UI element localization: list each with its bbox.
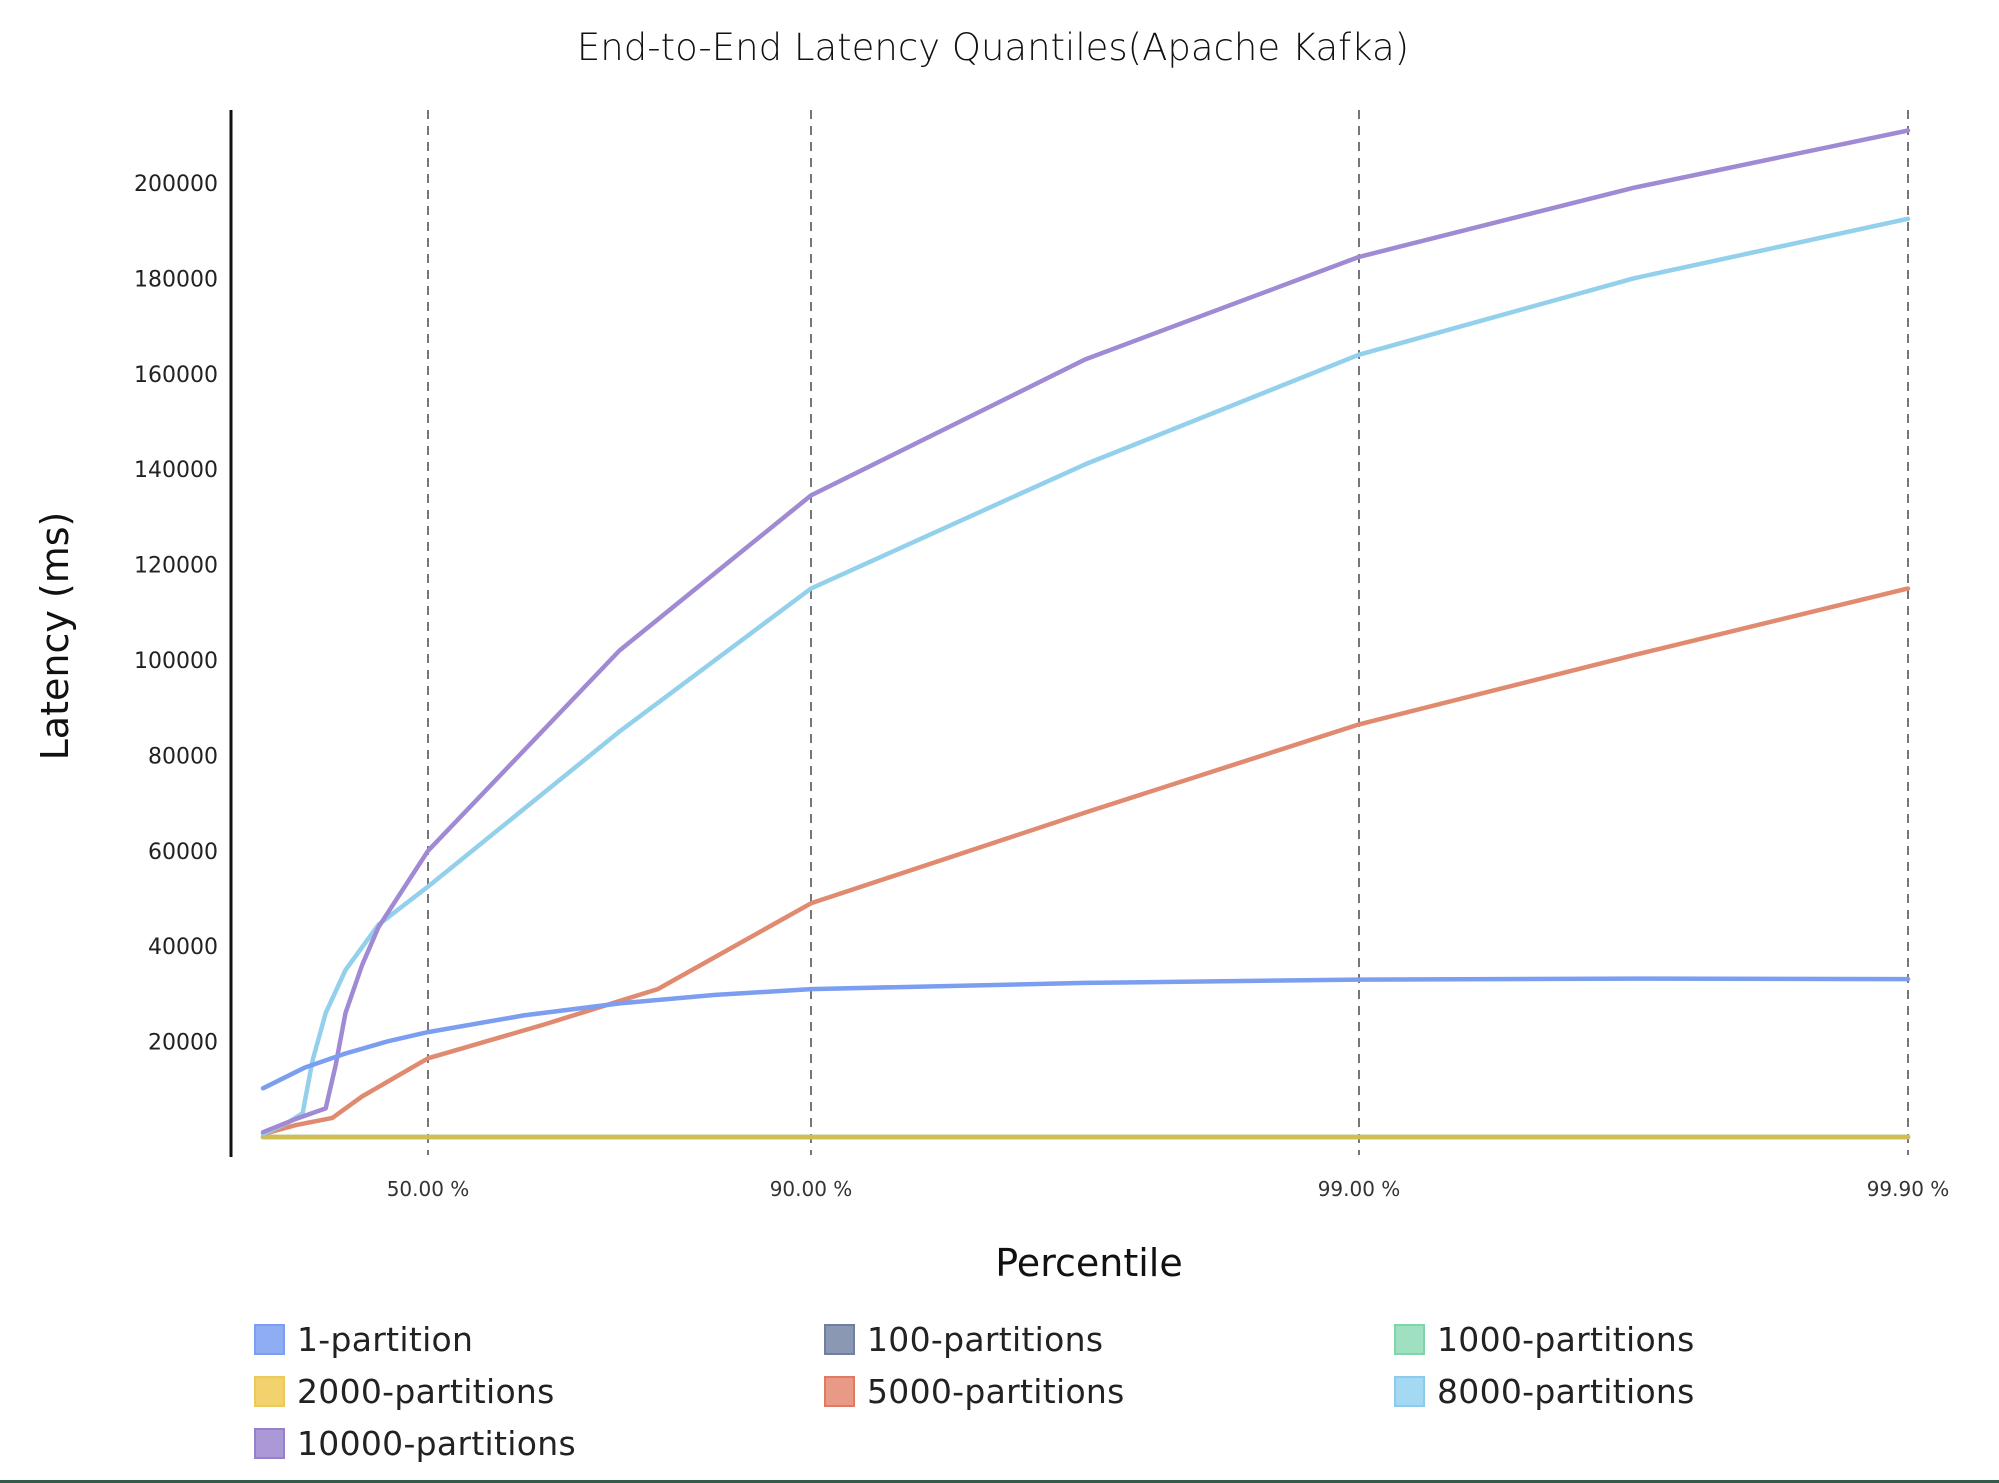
series-line-1-partition [260,976,1911,1091]
y-tick-label: 60000 [148,840,218,865]
x-tick-label: 99.90 % [1867,1177,1950,1201]
legend-item-1-partition[interactable]: 1-partition [254,1319,474,1359]
x-tick-label: 50.00 % [387,1177,470,1201]
y-tick-label: 20000 [148,1031,218,1056]
legend-swatch-icon [254,1323,285,1355]
legend-label: 100-partitions [867,1319,1104,1359]
legend-label: 1-partition [297,1319,474,1359]
legend-item-1000-partitions[interactable]: 1000-partitions [1394,1319,1695,1359]
legend-label: 2000-partitions [297,1371,555,1411]
bottom-border [0,1480,1999,1483]
series-lines [260,128,1911,1140]
y-tick-label: 180000 [134,267,218,292]
legend-item-2000-partitions[interactable]: 2000-partitions [254,1371,555,1411]
legend-item-5000-partitions[interactable]: 5000-partitions [824,1371,1125,1411]
x-axis-label: Percentile [995,1241,1182,1285]
y-tick-label: 100000 [134,649,218,674]
y-tick-label: 200000 [134,172,218,197]
legend-swatch-icon [824,1323,855,1355]
legend-swatch-icon [1394,1323,1425,1355]
legend-swatch-icon [254,1375,285,1407]
legend-swatch-icon [1394,1375,1425,1407]
legend-item-10000-partitions[interactable]: 10000-partitions [254,1423,576,1463]
legend-label: 8000-partitions [1437,1371,1695,1411]
y-axis-label: Latency (ms) [33,512,77,761]
y-tick-label: 40000 [148,935,218,960]
y-tick-label: 140000 [134,458,218,483]
x-tick-label: 99.00 % [1318,1177,1401,1201]
legend-item-100-partitions[interactable]: 100-partitions [824,1319,1104,1359]
series-line-5000-partitions [260,586,1911,1137]
series-line-10000-partitions [260,128,1911,1135]
chart-title: End-to-End Latency Quantiles(Apache Kafk… [577,26,1409,69]
y-tick-label: 80000 [148,744,218,769]
legend-swatch-icon [254,1427,285,1459]
x-axis-ticks: 50.00 % 90.00 % 99.00 % 99.90 % [387,1177,1950,1201]
legend-label: 1000-partitions [1437,1319,1695,1359]
x-tick-label: 90.00 % [770,1177,853,1201]
legend-item-8000-partitions[interactable]: 8000-partitions [1394,1371,1695,1411]
legend-label: 10000-partitions [297,1423,576,1463]
legend-swatch-icon [824,1375,855,1407]
series-line-8000-partitions [260,216,1911,1137]
y-axis-ticks: 20000 40000 60000 80000 100000 120000 140000 16… [134,172,218,1056]
y-tick-label: 160000 [134,363,218,388]
legend-label: 5000-partitions [867,1371,1125,1411]
y-tick-label: 120000 [134,554,218,579]
